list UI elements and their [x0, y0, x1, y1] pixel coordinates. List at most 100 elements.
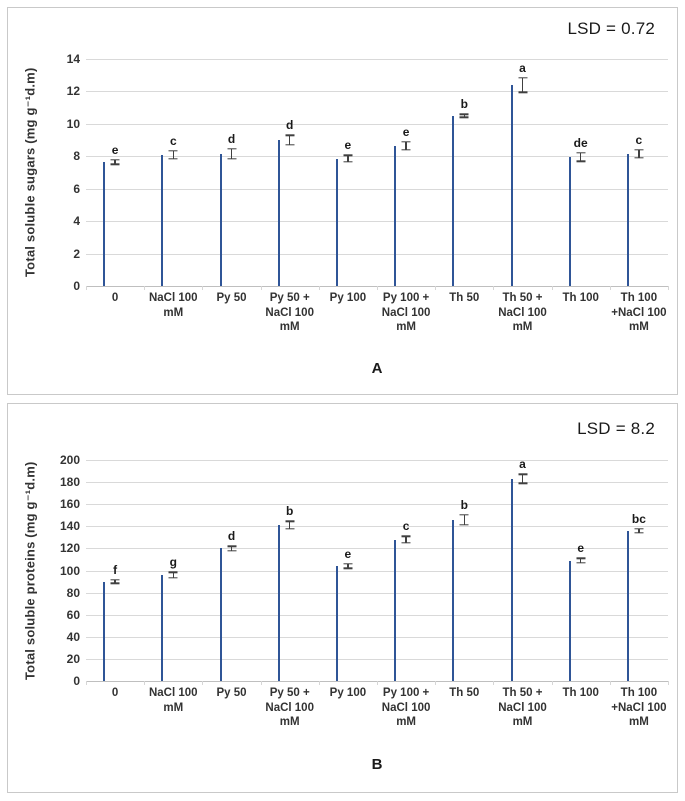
gridline	[86, 188, 668, 190]
plot-area: 0 20 40 60 80 100 120 140 160 180 200 f 0 g NaCl 100 m…	[60, 453, 669, 728]
x-axis-tick	[668, 681, 669, 685]
x-axis-tick	[377, 286, 378, 290]
significance-letter: e	[344, 138, 352, 153]
error-bar	[230, 546, 233, 551]
error-bar-cap	[459, 523, 469, 526]
bar	[510, 478, 513, 681]
error-bar	[580, 153, 582, 162]
error-bar-cap	[343, 567, 353, 569]
x-axis-category-label: Py 100 + NaCl 100 mM	[381, 292, 431, 334]
plot-area: 0 2 4 6 8 10 12 14 e 0 c NaCl 100 mM d Py 50 d Py 50 + …	[67, 52, 669, 333]
error-bar-cap	[401, 535, 411, 537]
error-bar	[521, 474, 524, 484]
x-axis-category-label: Th 50 + NaCl 100 mM	[498, 687, 547, 729]
error-bar-cap	[168, 149, 178, 152]
error-bar-cap	[401, 542, 411, 544]
error-bar	[347, 563, 349, 569]
significance-letter: bc	[631, 511, 646, 526]
error-bar-cap	[518, 91, 527, 93]
bar	[568, 560, 571, 681]
error-bar-cap	[227, 549, 236, 552]
bar	[568, 157, 571, 286]
error-bar-cap	[576, 152, 586, 154]
bar	[277, 525, 280, 681]
significance-letter: b	[286, 504, 294, 519]
significance-letter: c	[402, 519, 410, 534]
x-axis-category-label: Py 100 + NaCl 100 mM	[381, 687, 431, 729]
significance-letter: c	[635, 132, 643, 147]
lsd-annotation: LSD = 8.2	[577, 419, 655, 438]
x-axis-category-label: Th 50 + NaCl 100 mM	[498, 292, 547, 334]
x-axis-category-label: Py 50	[216, 292, 247, 304]
error-bar-cap	[576, 562, 586, 564]
error-bar	[289, 521, 291, 530]
gridline	[86, 504, 668, 506]
bar	[626, 530, 629, 681]
bar	[394, 145, 397, 286]
x-axis-tick	[609, 681, 611, 685]
y-axis-tick-label: 12	[66, 84, 80, 99]
gridline	[86, 592, 668, 594]
x-axis-tick	[144, 286, 146, 290]
x-axis-category-label: Py 50 + NaCl 100 mM	[265, 292, 314, 334]
x-axis-tick	[493, 681, 495, 685]
gridline	[86, 221, 668, 223]
error-bar-cap	[518, 482, 527, 484]
bar	[219, 548, 222, 681]
x-axis-tick	[609, 286, 611, 290]
gridline	[86, 614, 668, 616]
y-axis-tick-label: 40	[66, 629, 80, 644]
bar	[394, 539, 397, 681]
x-axis-tick	[318, 681, 320, 685]
significance-letter: e	[402, 124, 410, 139]
gridline	[86, 59, 668, 60]
error-bar-cap	[634, 527, 644, 530]
y-axis-tick-label: 14	[66, 52, 80, 66]
x-axis-tick	[202, 286, 204, 290]
y-axis-tick-label: 0	[73, 674, 80, 688]
significance-letter: e	[577, 541, 585, 556]
error-bar-cap	[576, 160, 586, 162]
error-bar	[405, 536, 407, 543]
panel-letter: A	[371, 360, 383, 377]
error-bar-cap	[110, 158, 120, 161]
x-axis-tick	[493, 286, 495, 290]
significance-letter: a	[519, 60, 526, 75]
x-axis-category-label: Py 50	[216, 687, 247, 699]
error-bar-cap	[227, 148, 236, 150]
error-bar	[638, 528, 640, 533]
error-bar-cap	[285, 144, 295, 146]
error-bar-cap	[343, 563, 353, 565]
error-bar	[405, 141, 407, 150]
bar	[510, 84, 513, 286]
y-axis-tick-label: 10	[66, 116, 80, 131]
error-bar	[347, 155, 349, 162]
x-axis-tick	[551, 681, 553, 685]
y-axis-tick-label: 0	[73, 279, 80, 293]
y-axis-tick-label: 140	[59, 519, 80, 534]
x-axis-category-label: NaCl 100 mM	[148, 687, 198, 714]
error-bar	[580, 558, 582, 563]
panel-A: LSD = 0.72 Total soluble sugars (mg g⁻¹d…	[7, 7, 678, 395]
error-bar-cap	[459, 116, 469, 119]
x-axis-tick	[318, 286, 320, 290]
error-bar-cap	[168, 158, 178, 160]
error-bar-cap	[459, 513, 469, 516]
significance-letter: d	[227, 131, 236, 146]
x-axis-tick	[144, 681, 146, 685]
x-axis-category-label: Th 50	[449, 687, 480, 699]
significance-letter: d	[286, 118, 294, 133]
y-axis-tick-label: 20	[66, 651, 80, 666]
error-bar	[289, 135, 291, 145]
error-bar-cap	[343, 161, 353, 163]
gridline	[86, 548, 668, 550]
bar	[277, 140, 280, 286]
error-bar	[230, 148, 233, 159]
error-bar	[114, 579, 116, 584]
x-axis-category-label: Py 50 + NaCl 100 mM	[265, 687, 314, 729]
significance-letter: e	[111, 142, 119, 157]
error-bar-cap	[285, 528, 295, 530]
x-axis-category-label: Th 100	[562, 292, 599, 304]
error-bar-cap	[634, 532, 644, 534]
x-axis-tick	[435, 286, 437, 290]
